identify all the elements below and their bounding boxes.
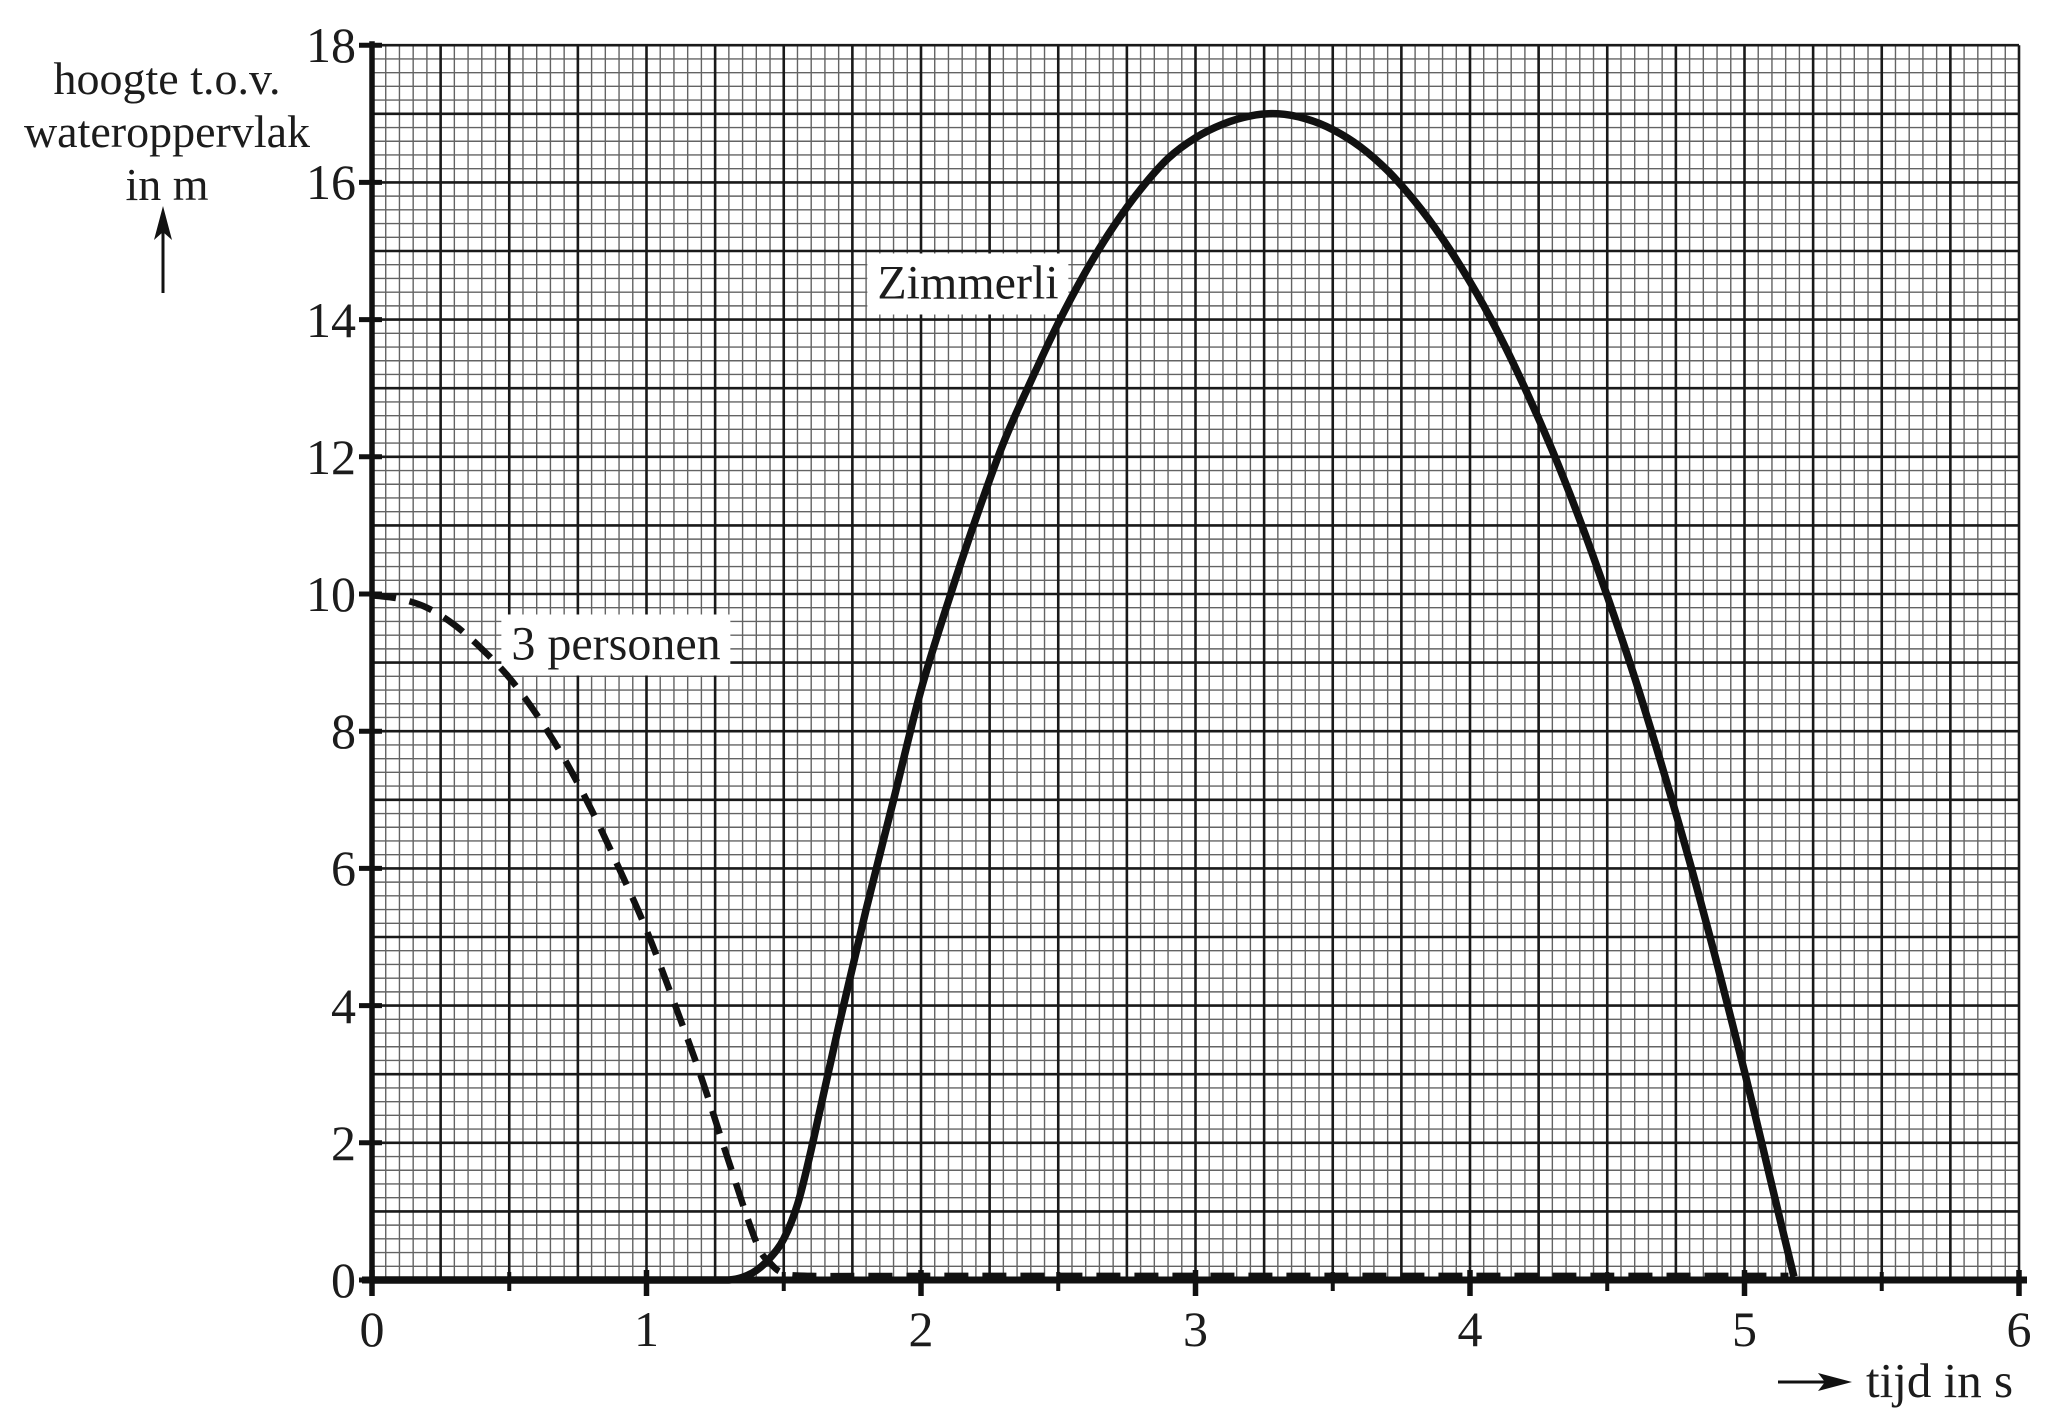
x-tick-label: 5: [1732, 1301, 1757, 1357]
y-axis-title: hoogte t.o.v. wateroppervlak in m: [6, 52, 328, 211]
y-tick-label: 12: [306, 428, 356, 485]
y-axis-title-line2: wateroppervlak: [23, 106, 311, 157]
x-tick-label: 2: [908, 1301, 934, 1357]
y-axis-title-line3: in m: [125, 159, 209, 210]
y-tick-label: 18: [306, 17, 356, 74]
y-tick-label: 16: [306, 154, 356, 211]
y-tick-label: 14: [306, 291, 356, 348]
y-tick-label: 6: [331, 840, 356, 897]
y-tick-label: 10: [306, 566, 356, 622]
x-axis-title: tijd in s: [1866, 1353, 2014, 1408]
drie-personen-curve-label: 3 personen: [501, 614, 731, 676]
x-tick-label: 6: [2006, 1301, 2032, 1357]
y-tick-label: 0: [331, 1252, 356, 1308]
x-tick-label: 3: [1183, 1301, 1208, 1357]
y-axis-title-line1: hoogte t.o.v.: [53, 53, 281, 104]
x-tick-label: 0: [359, 1301, 385, 1357]
x-tick-label: 1: [634, 1301, 659, 1357]
y-tick-label: 2: [331, 1114, 356, 1171]
zimmerli-curve-label: Zimmerli: [867, 253, 1069, 315]
y-tick-label: 4: [331, 977, 356, 1034]
y-tick-label: 8: [331, 703, 356, 760]
x-tick-label: 4: [1457, 1301, 1483, 1357]
